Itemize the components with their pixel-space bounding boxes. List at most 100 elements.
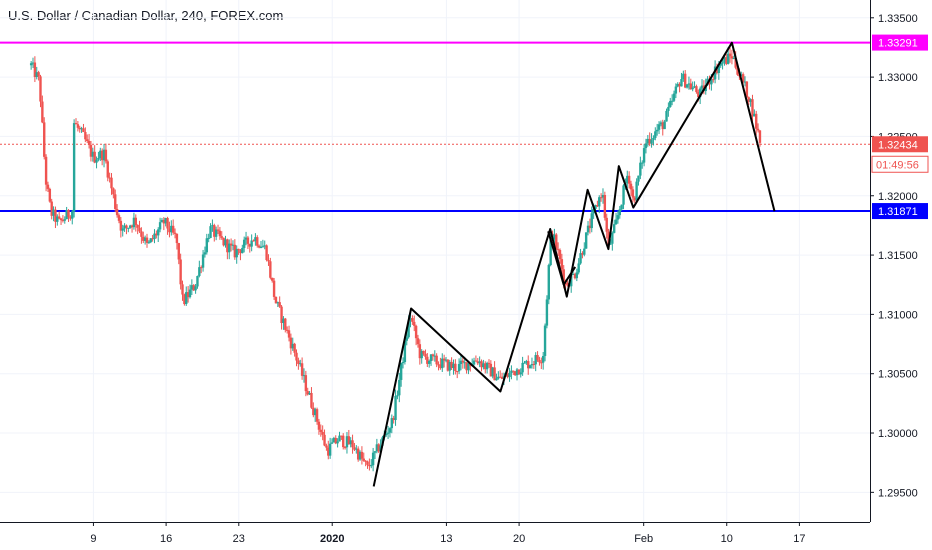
candle-body xyxy=(130,225,134,228)
candle-body xyxy=(631,189,635,198)
y-tick-label: 1.29500 xyxy=(878,487,918,499)
candle-body xyxy=(549,233,552,266)
candle-body xyxy=(46,184,50,189)
candle-body xyxy=(39,76,42,102)
x-tick-label: 17 xyxy=(793,533,805,545)
candle-body xyxy=(313,409,317,416)
candle-body xyxy=(521,362,524,373)
candle-body xyxy=(190,285,194,290)
candle-body xyxy=(201,254,205,268)
candle-body xyxy=(534,355,537,365)
candle-body xyxy=(728,53,732,57)
candle-body xyxy=(457,364,461,372)
candle-body xyxy=(726,53,730,64)
candle-body xyxy=(93,151,96,163)
grid xyxy=(0,0,870,522)
candle-body xyxy=(171,225,175,233)
candle-body xyxy=(244,237,248,240)
y-tick-label: 1.33500 xyxy=(878,13,918,25)
candle-body xyxy=(226,239,229,253)
candle-body xyxy=(325,445,328,448)
candle-body xyxy=(659,122,663,125)
candle-body xyxy=(555,234,558,250)
candle-body xyxy=(168,228,171,233)
candle-body xyxy=(510,370,513,373)
candle-body xyxy=(484,363,487,370)
candle-body xyxy=(112,188,115,195)
candle-body xyxy=(426,356,429,364)
candle-body xyxy=(370,465,373,467)
candle-body xyxy=(583,248,586,255)
candle-body xyxy=(620,204,623,210)
candle-body xyxy=(427,361,431,364)
candle-body xyxy=(334,437,337,444)
candle-body xyxy=(69,217,72,219)
candle-body xyxy=(274,296,278,304)
candle-body xyxy=(200,267,203,269)
candle-body xyxy=(140,231,143,237)
candle-body xyxy=(104,149,108,162)
candle-body xyxy=(231,244,235,246)
candle-body xyxy=(151,238,154,240)
candle-body xyxy=(218,230,222,237)
candle-body xyxy=(644,143,648,149)
candle-body xyxy=(697,92,700,98)
candle-body xyxy=(560,259,564,270)
last-price-label: 1.32434 xyxy=(878,139,918,151)
candle-body xyxy=(228,243,231,253)
x-tick-label: 10 xyxy=(721,533,733,545)
candle-body xyxy=(684,73,687,88)
candle-body xyxy=(472,360,476,365)
candle-body xyxy=(558,250,562,260)
support-label: 1.31871 xyxy=(878,206,918,218)
candle-body xyxy=(682,73,685,80)
candle-body xyxy=(160,219,164,223)
candle-body xyxy=(454,363,457,372)
candle-body xyxy=(394,395,397,421)
candle-body xyxy=(31,62,35,64)
candle-body xyxy=(304,375,308,392)
candle-body xyxy=(661,122,664,130)
candle-body xyxy=(358,451,362,460)
candle-body xyxy=(360,451,364,459)
candle-body xyxy=(250,240,253,247)
candle-body xyxy=(59,218,63,221)
candle-body xyxy=(282,318,285,324)
candle-body xyxy=(390,418,394,429)
candle-body xyxy=(185,292,188,305)
candle-body xyxy=(734,57,737,68)
candle-body xyxy=(349,440,352,445)
x-tick-label: 20 xyxy=(513,533,525,545)
candle-body xyxy=(730,56,734,59)
resistance-label: 1.33291 xyxy=(878,38,918,50)
candle-body xyxy=(723,57,726,63)
candle-body xyxy=(317,421,321,430)
candle-body xyxy=(669,101,672,107)
candle-body xyxy=(386,432,390,434)
candle-body xyxy=(194,286,197,291)
x-tick-label: 23 xyxy=(233,533,245,545)
price-axis-bg xyxy=(870,0,932,550)
candle-body xyxy=(463,362,466,364)
y-tick-label: 1.30500 xyxy=(878,369,918,381)
candle-body xyxy=(347,436,351,445)
candle-body xyxy=(272,280,276,297)
candle-body xyxy=(142,236,145,241)
candle-body xyxy=(183,294,186,305)
candle-body xyxy=(261,246,265,248)
candle-body xyxy=(450,361,453,369)
candle-body xyxy=(134,217,137,225)
candle-body xyxy=(158,222,162,230)
candle-body xyxy=(506,373,509,378)
candle-body xyxy=(125,225,128,228)
candle-body xyxy=(82,128,85,132)
candle-body xyxy=(437,364,440,366)
candle-body xyxy=(530,364,534,366)
candle-body xyxy=(61,220,65,222)
candle-body xyxy=(562,269,565,283)
candle-body xyxy=(192,285,195,291)
candle-body xyxy=(280,306,283,324)
candle-body xyxy=(612,224,616,233)
candle-body xyxy=(676,83,679,87)
